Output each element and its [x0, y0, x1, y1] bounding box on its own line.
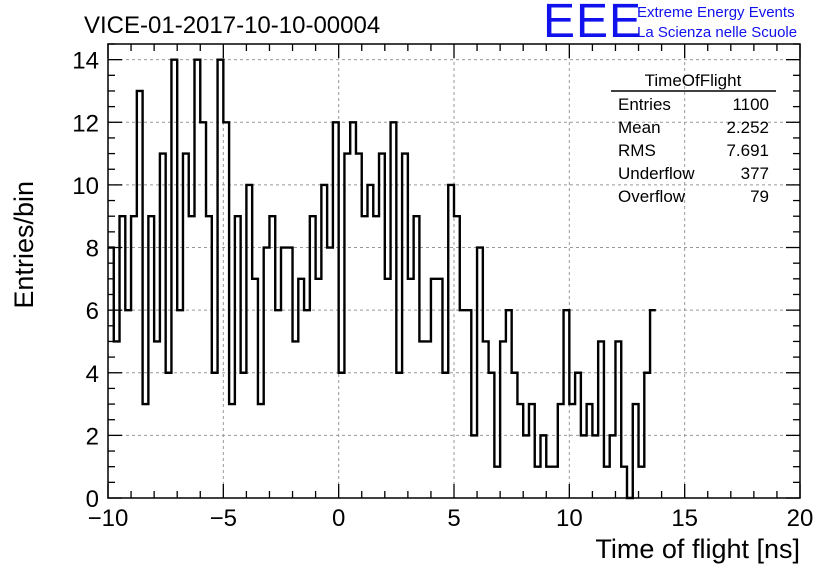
y-tick-label: 6 [86, 298, 99, 325]
eee-logo-mark: EEE [543, 0, 643, 48]
stats-row-value: 79 [750, 187, 769, 206]
stats-row-value: 377 [741, 164, 769, 183]
y-tick-label: 2 [86, 423, 99, 450]
histogram-line [108, 58, 656, 500]
stats-rows: Entries 1100 Mean 2.252 RMS 7.691 Underflow 377… [618, 95, 769, 206]
stats-row-label: Mean [618, 118, 661, 137]
y-tick-label: 8 [86, 236, 99, 263]
x-tick-label: 5 [447, 505, 460, 532]
x-tick-label: 10 [556, 505, 583, 532]
y-tick-label: 12 [72, 110, 99, 137]
x-tick-label: −10 [88, 505, 129, 532]
x-axis-label: Time of flight [ns] [595, 534, 800, 564]
axes [107, 43, 801, 499]
x-tick-label: 15 [671, 505, 698, 532]
y-tick-label: 14 [72, 48, 99, 75]
stats-row-label: Underflow [618, 164, 695, 183]
tick-labels: −10 −5 0 5 10 15 20 0 2 4 6 8 10 12 14 [72, 48, 813, 532]
stats-row-value: 2.252 [726, 118, 769, 137]
eee-logo-line1: Extreme Energy Events [637, 4, 795, 21]
eee-logo: EEE Extreme Energy Events La Scienza nel… [543, 0, 833, 50]
stats-row-label: Entries [618, 95, 671, 114]
stats-title: TimeOfFlight [645, 71, 742, 90]
y-tick-label: 10 [72, 173, 99, 200]
y-axis-label: Entries/bin [9, 181, 39, 309]
x-tick-label: 20 [787, 505, 814, 532]
stats-row-label: Overflow [618, 187, 686, 206]
stats-row-value: 7.691 [726, 141, 769, 160]
y-tick-label: 0 [86, 486, 99, 513]
x-tick-label: −5 [210, 505, 237, 532]
y-tick-label: 4 [86, 361, 99, 388]
x-tick-label: 0 [332, 505, 345, 532]
stats-row-value: 1100 [732, 95, 769, 114]
chart-title: VICE-01-2017-10-10-00004 [84, 12, 380, 39]
stats-box: TimeOfFlight Entries 1100 Mean 2.252 RMS 7.69… [611, 71, 776, 206]
eee-logo-line2: La Scienza nelle Scuole [637, 24, 798, 41]
stats-row-label: RMS [618, 141, 656, 160]
